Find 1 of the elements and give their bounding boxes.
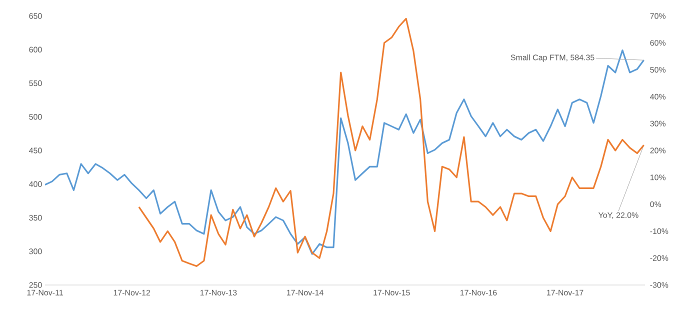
line-series bbox=[45, 49, 645, 255]
